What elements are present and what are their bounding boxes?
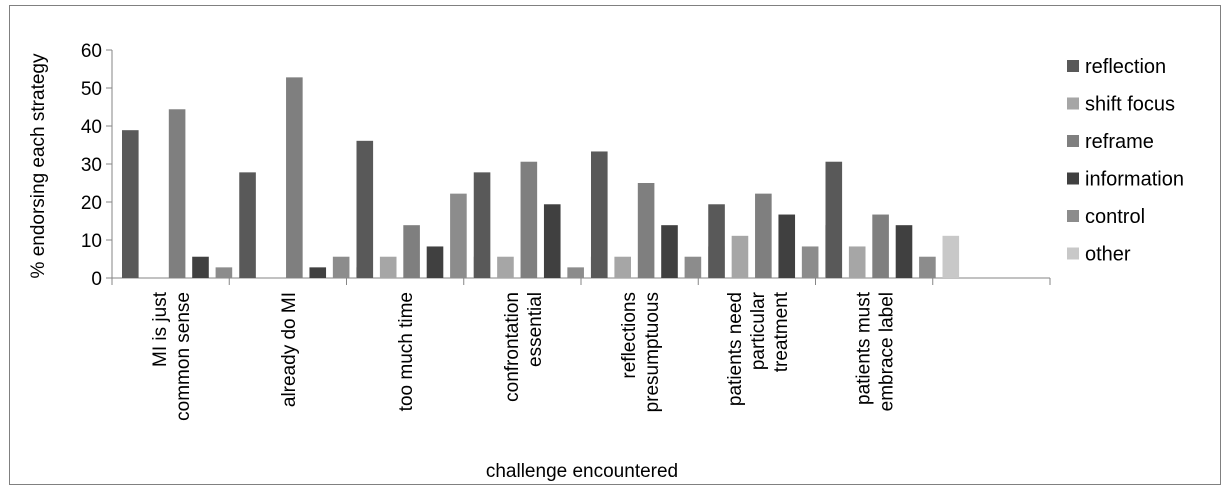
bar-shift-focus bbox=[497, 256, 514, 278]
legend-swatch bbox=[1067, 135, 1079, 147]
bar-information bbox=[661, 225, 678, 278]
bar-reflection bbox=[708, 204, 725, 278]
x-category-label: already do MI bbox=[279, 292, 300, 407]
y-tick-label: 30 bbox=[81, 155, 102, 176]
x-category-label: reflections presumptuous bbox=[619, 292, 663, 412]
bars bbox=[122, 77, 960, 278]
bar-reframe bbox=[872, 214, 889, 278]
y-tick-label: 60 bbox=[81, 41, 102, 62]
bar-information bbox=[778, 214, 796, 278]
legend-label: other bbox=[1085, 244, 1131, 266]
bar-other bbox=[942, 235, 960, 278]
bar-control bbox=[332, 256, 350, 278]
bar-reflection bbox=[122, 130, 139, 278]
bar-information bbox=[895, 225, 913, 278]
chart-border bbox=[9, 5, 1221, 485]
legend-swatch bbox=[1067, 247, 1079, 260]
bar-information bbox=[543, 204, 561, 278]
bar-reframe bbox=[637, 183, 655, 278]
bar-information bbox=[426, 246, 444, 278]
bar-reframe bbox=[403, 225, 420, 278]
x-axis-title: challenge encountered bbox=[486, 461, 678, 482]
bar-control bbox=[919, 256, 936, 278]
bar-shift-focus bbox=[379, 256, 397, 278]
legend-label: reflection bbox=[1085, 56, 1166, 78]
y-axis-title: % endorsing each strategy bbox=[28, 53, 49, 278]
legend-label: information bbox=[1085, 169, 1184, 191]
bar-reframe bbox=[168, 109, 186, 278]
category-labels: MI is just common sense already do MI too m… bbox=[150, 291, 898, 421]
bar-control bbox=[801, 246, 819, 278]
legend-label: shift focus bbox=[1085, 94, 1175, 116]
y-tick-label: 0 bbox=[91, 269, 102, 290]
legend-swatch bbox=[1067, 60, 1079, 72]
legend-label: control bbox=[1085, 206, 1145, 228]
bar-reflection bbox=[239, 172, 256, 278]
bar-reflection bbox=[591, 151, 608, 278]
bar-shift-focus bbox=[848, 246, 866, 278]
bar-control bbox=[684, 256, 702, 278]
legend-swatch bbox=[1067, 210, 1079, 222]
x-category-label: MI is just common sense bbox=[150, 291, 194, 421]
y-tick-label: 50 bbox=[81, 79, 102, 100]
bar-shift-focus bbox=[614, 256, 631, 278]
bar-reframe bbox=[520, 161, 538, 278]
legend-label: reframe bbox=[1085, 131, 1154, 153]
x-category-label: patients need particular treatment bbox=[725, 291, 792, 406]
y-tick-label: 40 bbox=[81, 117, 102, 138]
bar-information bbox=[309, 267, 327, 278]
legend-swatch bbox=[1067, 97, 1079, 110]
bar-reflection bbox=[825, 161, 843, 278]
bar-reframe bbox=[286, 77, 303, 278]
bar-control bbox=[567, 267, 584, 278]
bar-control bbox=[215, 267, 233, 278]
x-category-label: patients must embrace label bbox=[854, 291, 898, 411]
y-axis: 0 10 20 30 40 50 60 bbox=[81, 41, 113, 290]
x-category-label: confrontation essential bbox=[502, 292, 546, 402]
x-category-label: too much time bbox=[396, 292, 417, 411]
y-tick-label: 20 bbox=[81, 193, 102, 214]
legend: reflection shift focus reframe information c… bbox=[1067, 56, 1184, 266]
bar-shift-focus bbox=[731, 235, 749, 278]
y-tick-label: 10 bbox=[81, 231, 102, 252]
bar-information bbox=[192, 256, 209, 278]
bar-reflection bbox=[356, 140, 374, 278]
bar-reframe bbox=[755, 193, 772, 278]
bar-reflection bbox=[473, 172, 491, 278]
bar-control bbox=[450, 193, 467, 278]
legend-swatch bbox=[1067, 172, 1079, 185]
